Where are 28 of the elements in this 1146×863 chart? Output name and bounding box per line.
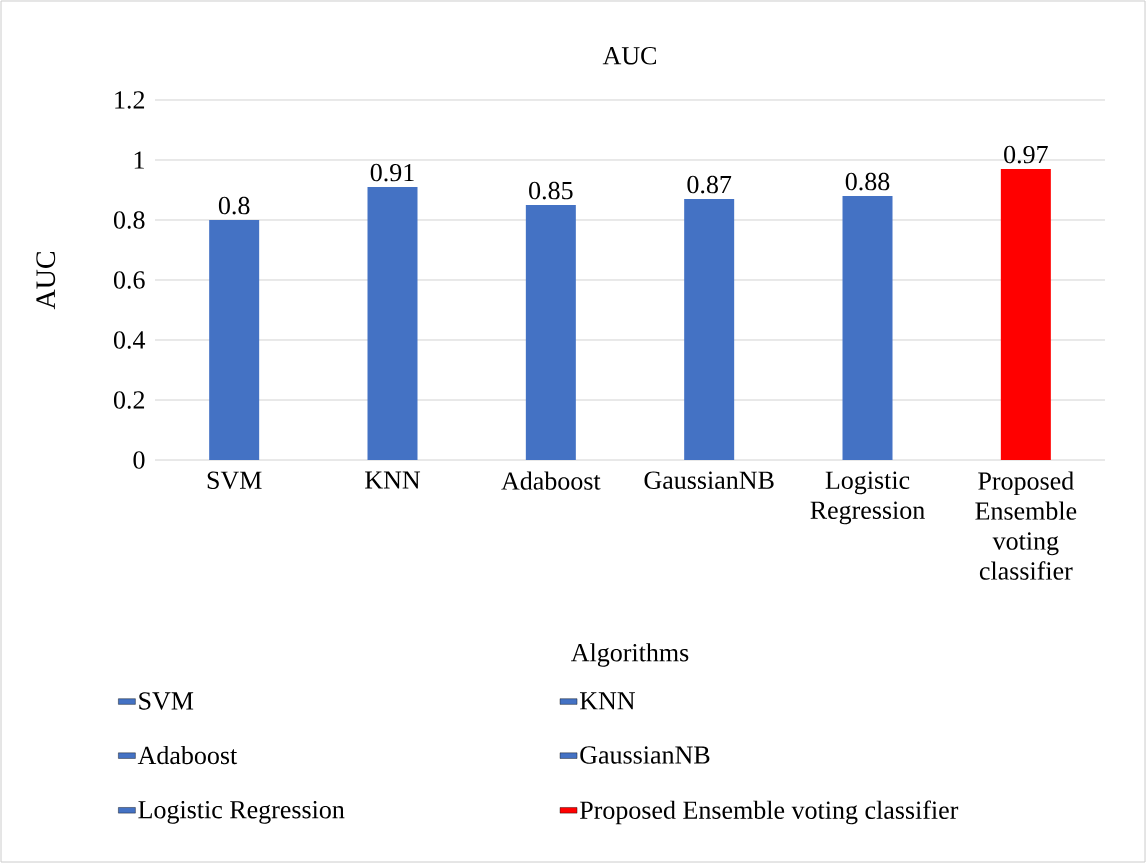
legend-label: Adaboost <box>137 745 238 765</box>
y-tick-label: 0.8 <box>113 211 145 229</box>
y-axis-title: AUC <box>36 252 56 310</box>
data-label: 0.91 <box>370 163 414 182</box>
y-tick-label: 1.2 <box>115 91 145 109</box>
data-label: 0.88 <box>845 172 890 191</box>
x-tick-label: KNN <box>365 471 421 489</box>
x-tick-label: Logistic Regression <box>810 471 925 525</box>
data-label: 0.97 <box>1004 145 1048 164</box>
x-tick-label: GaussianNB <box>644 471 774 489</box>
y-tick-label: 0.4 <box>113 331 146 349</box>
data-label: 0.87 <box>687 175 732 194</box>
y-tick-label: 0.2 <box>113 391 145 409</box>
x-tick-label: Proposed Ensemble voting classifier <box>975 471 1077 580</box>
legend-label: SVM <box>139 692 194 710</box>
legend-label: GaussianNB <box>580 746 710 764</box>
x-tick-label: Adaboost <box>501 471 601 490</box>
data-label: 0.85 <box>529 181 573 200</box>
legend-label: KNN <box>579 692 635 710</box>
y-tick-label: 0.6 <box>113 271 145 289</box>
legend-label: Logistic Regression <box>138 800 345 824</box>
x-tick-label: SVM <box>207 471 262 490</box>
chart-title: AUC <box>602 47 657 65</box>
y-tick-label: 0 <box>133 451 145 469</box>
y-tick-label: 1 <box>134 151 144 169</box>
legend-label: Proposed Ensemble voting classifier <box>579 800 959 825</box>
x-axis-title: Algorithms <box>571 643 689 667</box>
data-label: 0.8 <box>218 196 250 215</box>
